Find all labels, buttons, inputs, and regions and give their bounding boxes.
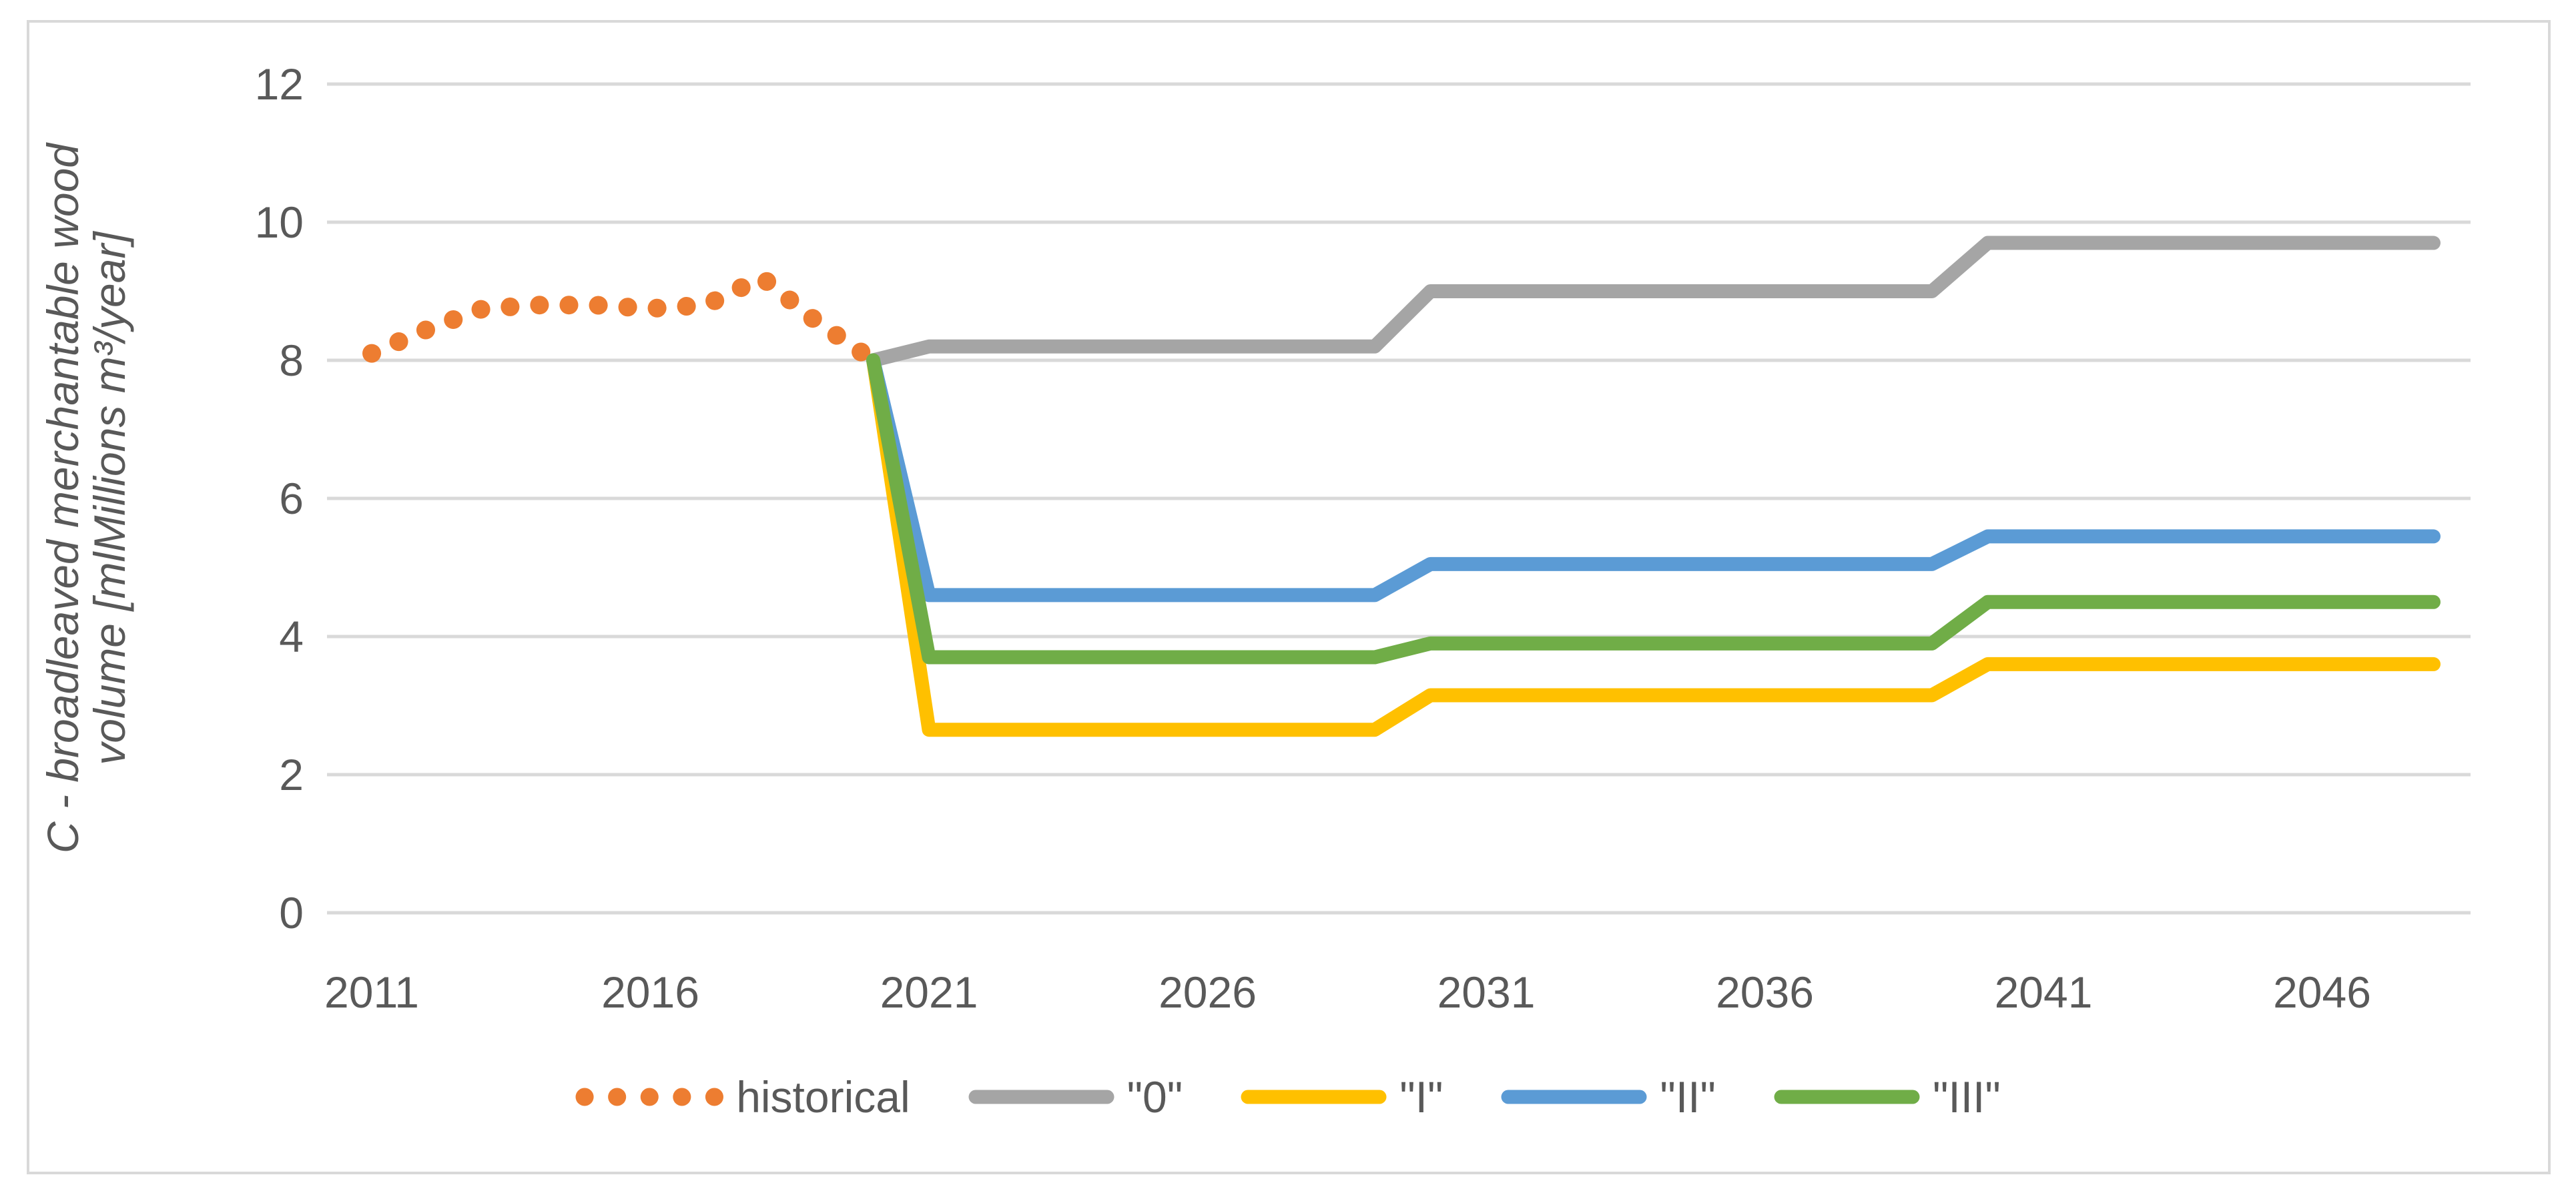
series-line-historical — [362, 268, 883, 370]
legend-swatch-historical — [575, 1088, 725, 1106]
x-tick-label-2041: 2041 — [1995, 967, 2093, 1017]
y-axis-title-line-1: C - broadleaved merchantable wood — [38, 143, 88, 853]
series-line-scenario-I — [866, 353, 2441, 737]
y-tick-label-6: 6 — [279, 474, 304, 523]
legend-label-scenario-I: "I" — [1399, 1072, 1443, 1122]
legend-item-scenario-I: "I" — [1239, 1072, 1443, 1122]
y-tick-label-8: 8 — [279, 336, 304, 385]
x-tick-label-2026: 2026 — [1159, 967, 1257, 1017]
legend-swatch-scenario-III — [1774, 1090, 1920, 1104]
x-tick-label-2016: 2016 — [601, 967, 699, 1017]
legend-item-historical: historical — [575, 1072, 910, 1122]
legend-swatch-scenario-I — [1241, 1090, 1387, 1104]
x-tick-label-2011: 2011 — [324, 967, 419, 1017]
legend-label-scenario-0: "0" — [1126, 1072, 1183, 1122]
y-axis-title: C - broadleaved merchantable wood volume… — [38, 143, 134, 853]
series-line-scenario-III — [866, 353, 2441, 665]
legend-label-scenario-III: "III" — [1932, 1072, 2001, 1122]
legend-swatch-scenario-II — [1501, 1090, 1647, 1104]
legend-swatch-scenario-0 — [968, 1090, 1114, 1104]
legend-label-historical: historical — [736, 1072, 910, 1122]
y-tick-label-0: 0 — [279, 888, 304, 937]
y-tick-label-12: 12 — [255, 59, 304, 109]
y-tick-label-10: 10 — [255, 197, 304, 247]
series-line-scenario-0 — [866, 236, 2441, 368]
legend-item-scenario-III: "III" — [1772, 1072, 2001, 1122]
x-tick-label-2031: 2031 — [1437, 967, 1536, 1017]
legend-item-scenario-II: "II" — [1499, 1072, 1716, 1122]
y-tick-label-4: 4 — [279, 612, 304, 661]
x-tick-label-2046: 2046 — [2273, 967, 2371, 1017]
y-tick-label-2: 2 — [279, 750, 304, 799]
legend-label-scenario-II: "II" — [1660, 1072, 1716, 1122]
legend: historical "0" "I" "II" "III" — [0, 1066, 2576, 1128]
series-line-scenario-II — [866, 353, 2441, 603]
x-tick-label-2021: 2021 — [880, 967, 978, 1017]
x-tick-label-2036: 2036 — [1716, 967, 1814, 1017]
legend-item-scenario-0: "0" — [966, 1072, 1183, 1122]
y-axis-title-line-2: volume [mlMillions m³/year] — [85, 232, 134, 765]
